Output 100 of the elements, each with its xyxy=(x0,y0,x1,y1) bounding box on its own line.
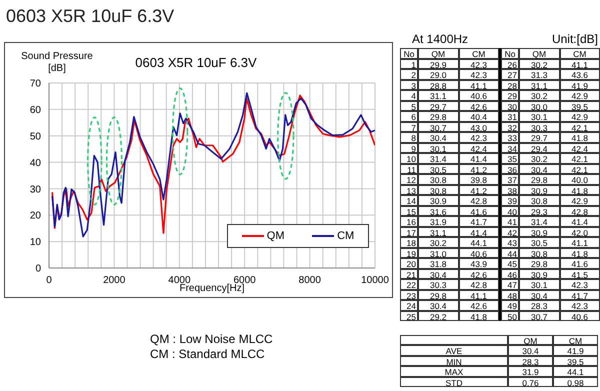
y-tick-label: 5 xyxy=(400,100,418,112)
y-tick-label: 37 xyxy=(501,174,519,185)
data-label: 30.7 xyxy=(418,122,458,132)
data-label: 31.1 xyxy=(418,90,458,101)
data-label: 30.8 xyxy=(418,184,458,196)
data-label: 41.1 xyxy=(560,237,600,248)
y-tick-label: MIN xyxy=(400,356,508,367)
y-tick-label: 38 xyxy=(501,184,519,196)
data-label: 29.8 xyxy=(418,290,458,300)
data-label: 31.9 xyxy=(508,366,553,378)
y-tick-label: 18 xyxy=(400,237,418,248)
data-label: 42.8 xyxy=(458,279,499,290)
data-label: 30.4 xyxy=(418,300,458,311)
y-tick-label: 26 xyxy=(501,58,519,70)
y-tick-label: 22 xyxy=(400,279,418,290)
data-label: 42.9 xyxy=(560,90,600,101)
y-tick-label: 11 xyxy=(400,164,418,174)
x-tick-label: CM xyxy=(458,48,499,59)
data-label: 41.9 xyxy=(560,80,600,90)
data-label: 30.3 xyxy=(519,122,560,132)
y-tick-label: 23 xyxy=(400,290,418,300)
data-label: 31.6 xyxy=(418,206,458,216)
data-label: 42.1 xyxy=(560,153,600,164)
y-tick-label: MAX xyxy=(400,366,508,378)
y-tick-label: 13 xyxy=(400,184,418,196)
data-label: 41.4 xyxy=(560,216,600,227)
y-tick-label: 0 xyxy=(35,264,42,275)
data-label: 43.6 xyxy=(560,69,600,80)
data-label: 29.8 xyxy=(519,174,560,185)
data-label: 30.5 xyxy=(519,237,560,248)
data-label: 41.6 xyxy=(458,206,499,216)
y-tick-label: 12 xyxy=(400,174,418,185)
data-label: 41.8 xyxy=(458,310,499,322)
data-label: 41.7 xyxy=(458,216,499,227)
y-tick-label: 48 xyxy=(501,290,519,300)
legend-label: CM xyxy=(337,230,354,242)
y-tick-label: 25 xyxy=(400,310,418,322)
y-tick-label: 4 xyxy=(400,90,418,101)
data-label: 31.1 xyxy=(418,226,458,238)
x-tick-label: 8000 xyxy=(298,275,322,286)
y-tick-label: AVE xyxy=(400,345,508,356)
y-tick-label: 30 xyxy=(501,100,519,112)
y-tick-label: 27 xyxy=(501,69,519,80)
y-tick-label: 42 xyxy=(501,226,519,238)
data-label: 30.2 xyxy=(519,58,560,70)
data-label: 30.1 xyxy=(418,142,458,154)
y-axis-title: Sound Pressure [dB] xyxy=(20,51,94,75)
y-tick-label: 30 xyxy=(30,184,42,196)
data-label: 43.0 xyxy=(458,122,499,132)
data-label: 28.3 xyxy=(508,356,553,367)
y-axis-title: No xyxy=(400,48,418,59)
data-label: 41.6 xyxy=(560,258,600,269)
y-tick-label: 17 xyxy=(400,226,418,238)
y-tick-label: 40 xyxy=(501,206,519,216)
y-tick-label: 20 xyxy=(30,210,42,222)
y-tick-label: 21 xyxy=(400,268,418,280)
text: QM : Low Noise MLCC xyxy=(150,332,273,346)
data-label: 0.98 xyxy=(553,376,598,388)
y-tick-label: 9 xyxy=(400,142,418,154)
y-tick-label: 20 xyxy=(400,258,418,269)
data-label: 42.0 xyxy=(560,226,600,238)
y-tick-label: 36 xyxy=(501,164,519,174)
data-label: 42.3 xyxy=(458,58,499,70)
data-label: 42.4 xyxy=(560,142,600,154)
data-label: 30.2 xyxy=(519,90,560,101)
chart-title: At 1400Hz xyxy=(412,32,468,46)
y-tick-label: 10 xyxy=(30,237,42,248)
data-label: 41.2 xyxy=(458,164,499,174)
y-tick-label: 43 xyxy=(501,237,519,248)
data-label: 42.8 xyxy=(560,206,600,216)
y-tick-label: 10 xyxy=(400,153,418,164)
y-tick-label: 28 xyxy=(501,80,519,90)
data-label: 40.6 xyxy=(560,310,600,322)
y-tick-label: 1 xyxy=(400,58,418,70)
y-tick-label: 50 xyxy=(30,131,42,142)
data-label: 42.6 xyxy=(458,300,499,311)
y-tick-label: 60 xyxy=(30,104,42,116)
x-tick-label: 2000 xyxy=(103,275,126,286)
y-tick-label: 35 xyxy=(501,153,519,164)
data-label: 29.0 xyxy=(418,69,458,80)
data-label: 31.4 xyxy=(519,216,560,227)
data-label: 31.3 xyxy=(519,69,560,80)
y-tick-label: 45 xyxy=(501,258,519,269)
data-label: 30.2 xyxy=(418,237,458,248)
y-tick-label: 44 xyxy=(501,248,519,258)
data-label: 41.7 xyxy=(560,290,600,300)
data-label: 30.4 xyxy=(519,290,560,300)
data-label: 29.9 xyxy=(418,58,458,70)
x-tick-label: 10000 xyxy=(361,275,390,286)
data-label: 29.7 xyxy=(519,132,560,143)
data-label: 41.5 xyxy=(560,268,600,280)
data-label: 29.4 xyxy=(519,142,560,154)
chart-title: 0603 X5R 10uF 6.3V xyxy=(135,55,257,70)
data-label: 30.8 xyxy=(519,248,560,258)
data-label: 30.3 xyxy=(418,279,458,290)
legend-label: QM xyxy=(266,230,285,242)
data-label: 41.8 xyxy=(560,184,600,196)
data-label: 41.1 xyxy=(458,290,499,300)
y-tick-label: 6 xyxy=(400,111,418,122)
data-label: 30.9 xyxy=(519,184,560,196)
